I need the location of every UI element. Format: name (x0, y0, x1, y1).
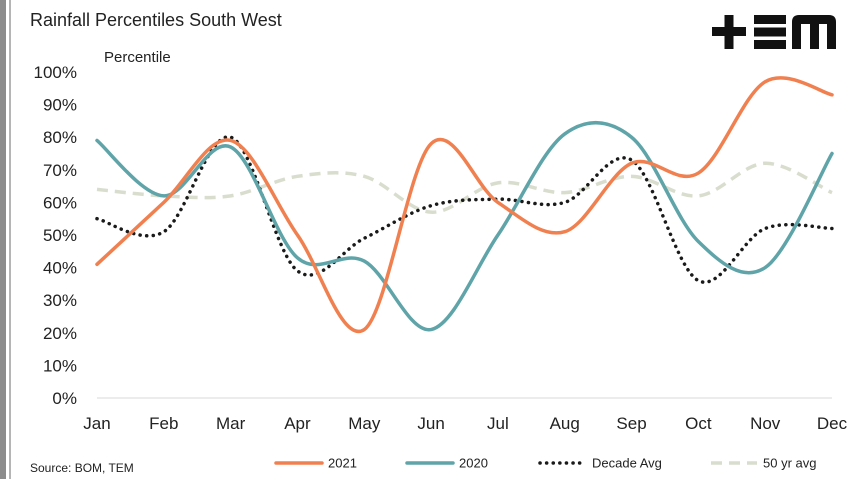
series-line-50-yr-avg (96, 161, 833, 214)
legend-label-decade-avg: Decade Avg (592, 456, 662, 471)
x-tick-label: Nov (750, 414, 781, 433)
y-tick-label: 100% (34, 63, 77, 82)
y-tick-label: 40% (43, 259, 77, 278)
x-tick-label: Mar (216, 414, 246, 433)
x-tick-label: Feb (149, 414, 178, 433)
y-tick-label: 10% (43, 356, 77, 375)
tem-logo (712, 14, 838, 55)
left-border-line (9, 0, 11, 479)
x-tick-label: Sep (616, 414, 646, 433)
x-tick-label: Jan (83, 414, 110, 433)
y-tick-label: 50% (43, 226, 77, 245)
y-tick-label: 30% (43, 291, 77, 310)
series-line-decade-avg (95, 135, 834, 284)
chart-legend: 2021 2020 Decade Avg 50 yr avg (274, 456, 816, 471)
x-tick-label: Dec (817, 414, 848, 433)
chart-axes: 0% 10% 20% 30% 40% 50% 60% 70% 80% 90% 100% Jan Feb M… (34, 63, 848, 433)
legend-label-50-yr-avg: 50 yr avg (763, 456, 816, 471)
x-tick-label: Apr (284, 414, 311, 433)
series-line-2020 (95, 120, 834, 332)
x-tick-label: Oct (685, 414, 712, 433)
left-border-bar (0, 0, 6, 479)
legend-label-2021: 2021 (328, 456, 357, 471)
y-tick-label: 60% (43, 193, 77, 212)
y-tick-label: 0% (52, 389, 77, 408)
series-layer (95, 76, 834, 334)
x-tick-label: Aug (550, 414, 580, 433)
tem-logo-mark (712, 15, 836, 49)
y-tick-label: 70% (43, 161, 77, 180)
legend-label-2020: 2020 (459, 456, 488, 471)
y-axis-label: Percentile (104, 49, 171, 66)
chart-title: Rainfall Percentiles South West (30, 10, 282, 30)
y-tick-label: 80% (43, 128, 77, 147)
y-tick-label: 20% (43, 324, 77, 343)
x-tick-label: Jul (487, 414, 509, 433)
x-tick-label: Jun (417, 414, 444, 433)
y-tick-label: 90% (43, 96, 77, 115)
series-line-2021 (95, 76, 834, 334)
x-tick-label: May (348, 414, 381, 433)
source-note: Source: BOM, TEM (30, 461, 134, 475)
